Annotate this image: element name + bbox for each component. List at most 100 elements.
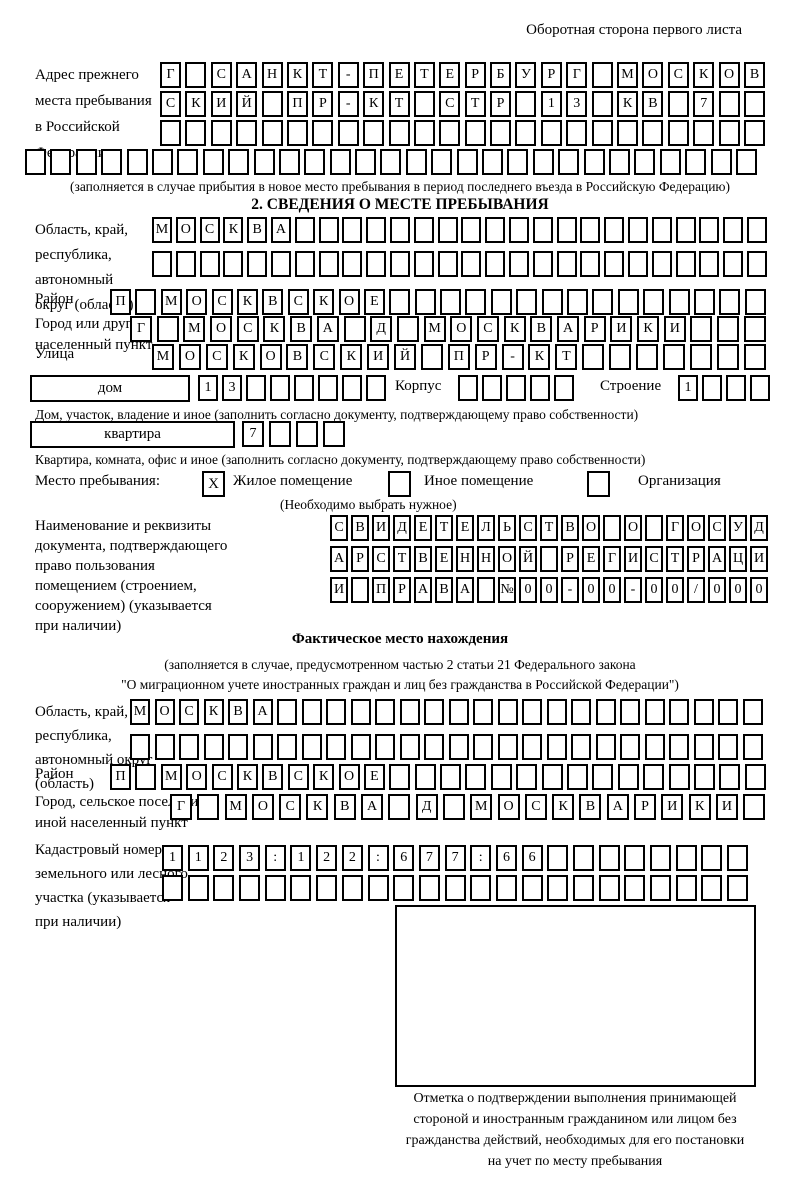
form-cell: О	[582, 515, 600, 541]
form-cell	[326, 699, 346, 725]
form-cell: К	[236, 289, 258, 315]
form-cell: О	[718, 62, 740, 88]
form-cell: 6	[393, 845, 415, 871]
form-cell: С	[199, 217, 220, 243]
form-cell	[301, 734, 322, 760]
form-cell: К	[232, 344, 255, 370]
form-cell: М	[617, 62, 639, 88]
form-cell: А	[330, 546, 348, 572]
form-cell: 1	[187, 845, 209, 871]
form-cell: Н	[477, 546, 495, 572]
stroenie-row: 1	[678, 375, 770, 401]
form-cell: К	[637, 316, 660, 342]
form-cell: 3	[239, 845, 261, 871]
stay-type-option-organization: Организация	[638, 473, 721, 489]
form-cell: М	[423, 316, 446, 342]
form-cell	[277, 699, 297, 725]
form-cell: К	[552, 794, 575, 820]
form-cell	[620, 734, 640, 760]
form-cell	[448, 699, 469, 725]
form-cell	[701, 875, 723, 901]
form-cell: К	[617, 91, 639, 117]
form-cell: О	[259, 344, 282, 370]
form-cell	[516, 764, 538, 790]
form-cell	[651, 217, 672, 243]
form-cell: Т	[555, 344, 578, 370]
form-cell: Д	[750, 515, 768, 541]
form-cell	[485, 217, 506, 243]
form-cell	[580, 251, 601, 277]
form-cell	[643, 764, 665, 790]
form-cell	[556, 251, 577, 277]
form-cell	[296, 421, 318, 447]
form-cell	[25, 149, 46, 175]
form-cell	[643, 289, 665, 315]
form-cell	[743, 794, 766, 820]
form-cell: К	[185, 91, 207, 117]
form-cell	[644, 734, 665, 760]
form-cell: 0	[645, 577, 663, 603]
form-cell	[718, 699, 738, 725]
form-cell	[497, 734, 518, 760]
form-cell	[591, 91, 613, 117]
apartment-caption: Квартира, комната, офис и иное (заполнит…	[35, 452, 646, 467]
form-cell: П	[110, 764, 131, 790]
form-cell	[197, 794, 220, 820]
form-cell: В	[414, 546, 432, 572]
form-cell	[598, 875, 620, 901]
form-cell	[342, 375, 362, 401]
form-cell	[301, 699, 322, 725]
form-cell	[727, 845, 749, 871]
form-cell: К	[203, 699, 224, 725]
form-cell: К	[363, 91, 385, 117]
form-cell: К	[306, 794, 329, 820]
form-cell	[490, 120, 512, 146]
form-cell	[294, 217, 315, 243]
form-cell: В	[561, 515, 579, 541]
form-cell	[718, 120, 740, 146]
form-cell: Е	[439, 62, 461, 88]
form-cell	[744, 289, 766, 315]
form-cell: С	[287, 289, 309, 315]
form-cell: 0	[540, 577, 558, 603]
form-cell	[743, 91, 765, 117]
form-cell: С	[179, 699, 199, 725]
form-cell: Р	[687, 546, 705, 572]
prev-address-row-4	[25, 149, 757, 175]
form-cell	[675, 845, 697, 871]
form-cell	[719, 289, 741, 315]
form-cell: Р	[561, 546, 579, 572]
form-cell	[495, 875, 517, 901]
form-cell: И	[661, 794, 684, 820]
stay-type-hint: (Необходимо выбрать нужное)	[280, 497, 457, 512]
form-cell: 0	[666, 577, 684, 603]
region-row-2	[152, 251, 767, 277]
form-cell: С	[211, 289, 233, 315]
form-cell: Д	[393, 515, 411, 541]
form-cell	[312, 120, 334, 146]
form-cell: И	[610, 316, 633, 342]
form-cell: П	[286, 91, 308, 117]
form-cell: А	[414, 577, 432, 603]
form-cell	[350, 734, 371, 760]
form-cell: А	[456, 577, 474, 603]
form-cell	[366, 375, 386, 401]
form-cell	[290, 875, 312, 901]
form-cell	[253, 149, 275, 175]
form-cell: -	[337, 62, 359, 88]
form-cell	[473, 734, 493, 760]
form-cell: Е	[456, 515, 474, 541]
form-cell	[424, 734, 444, 760]
form-cell: С	[160, 91, 181, 117]
form-cell	[624, 875, 646, 901]
form-cell	[651, 251, 672, 277]
form-cell	[185, 120, 207, 146]
form-cell	[473, 699, 493, 725]
form-cell	[515, 91, 537, 117]
form-cell	[252, 734, 273, 760]
form-cell	[439, 120, 461, 146]
form-cell: М	[130, 699, 150, 725]
form-cell	[598, 845, 620, 871]
header-note: Оборотная сторона первого листа	[526, 22, 742, 38]
form-cell	[210, 120, 232, 146]
